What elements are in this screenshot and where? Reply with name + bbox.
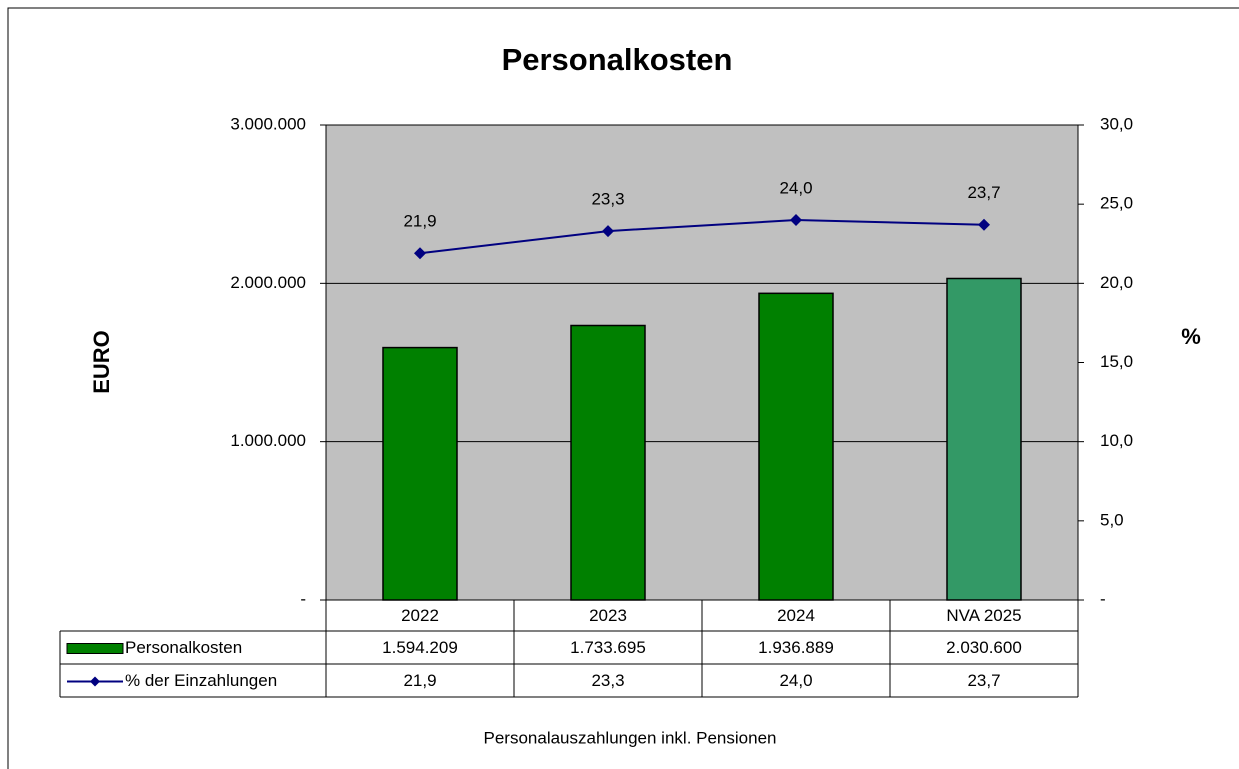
- y2-tick-label: 15,0: [1100, 352, 1133, 371]
- y2-tick-label: 5,0: [1100, 510, 1124, 529]
- point: [414, 247, 426, 260]
- point: [790, 214, 802, 226]
- y2-tick-label: -: [1100, 589, 1106, 608]
- table-value: 1.936.889: [758, 638, 834, 657]
- x-tick-label: 2024: [777, 606, 815, 625]
- y2-tick-label: 30,0: [1100, 114, 1133, 133]
- y-tick-label: 1.000.000: [230, 431, 306, 450]
- y-tick-label: 2.000.000: [230, 273, 306, 292]
- y-tick-label: -: [300, 589, 306, 608]
- table-value: 24,0: [779, 671, 812, 690]
- x-tick-label: NVA 2025: [946, 606, 1021, 625]
- point: [602, 225, 614, 238]
- data-label: 23,7: [967, 183, 1000, 202]
- chart-frame: [7, 7, 1239, 769]
- table-value: 1.594.209: [382, 638, 458, 657]
- y2-tick-label: 25,0: [1100, 194, 1133, 213]
- y-axis-title: EURO: [89, 330, 114, 394]
- y-tick-label: 3.000.000: [230, 114, 306, 133]
- bar: [758, 292, 834, 601]
- y2-axis-title: %: [1181, 324, 1201, 349]
- chart-title: Personalkosten: [502, 42, 733, 77]
- x-tick-label: 2023: [589, 606, 627, 625]
- point: [978, 218, 990, 231]
- table-value: 2.030.600: [946, 638, 1022, 657]
- data-label: 21,9: [403, 212, 436, 231]
- data-label: 23,3: [591, 190, 624, 209]
- y2-tick-label: 20,0: [1100, 273, 1133, 292]
- x-tick-label: 2022: [401, 606, 439, 625]
- footnote: Personalauszahlungen inkl. Pensionen: [484, 728, 777, 747]
- table-value: 23,7: [967, 671, 1000, 690]
- y2-tick-label: 10,0: [1100, 431, 1133, 450]
- table-value: 23,3: [591, 671, 624, 690]
- legend-label: Personalkosten: [125, 638, 242, 657]
- table-value: 21,9: [403, 671, 436, 690]
- table-value: 1.733.695: [570, 638, 646, 657]
- legend-key: [66, 643, 124, 654]
- data-label: 24,0: [779, 178, 812, 197]
- legend-key: [90, 676, 100, 687]
- bar: [946, 277, 1022, 601]
- legend-label: % der Einzahlungen: [125, 671, 277, 690]
- bar: [570, 324, 646, 601]
- line: [419, 218, 985, 255]
- bar: [382, 346, 458, 601]
